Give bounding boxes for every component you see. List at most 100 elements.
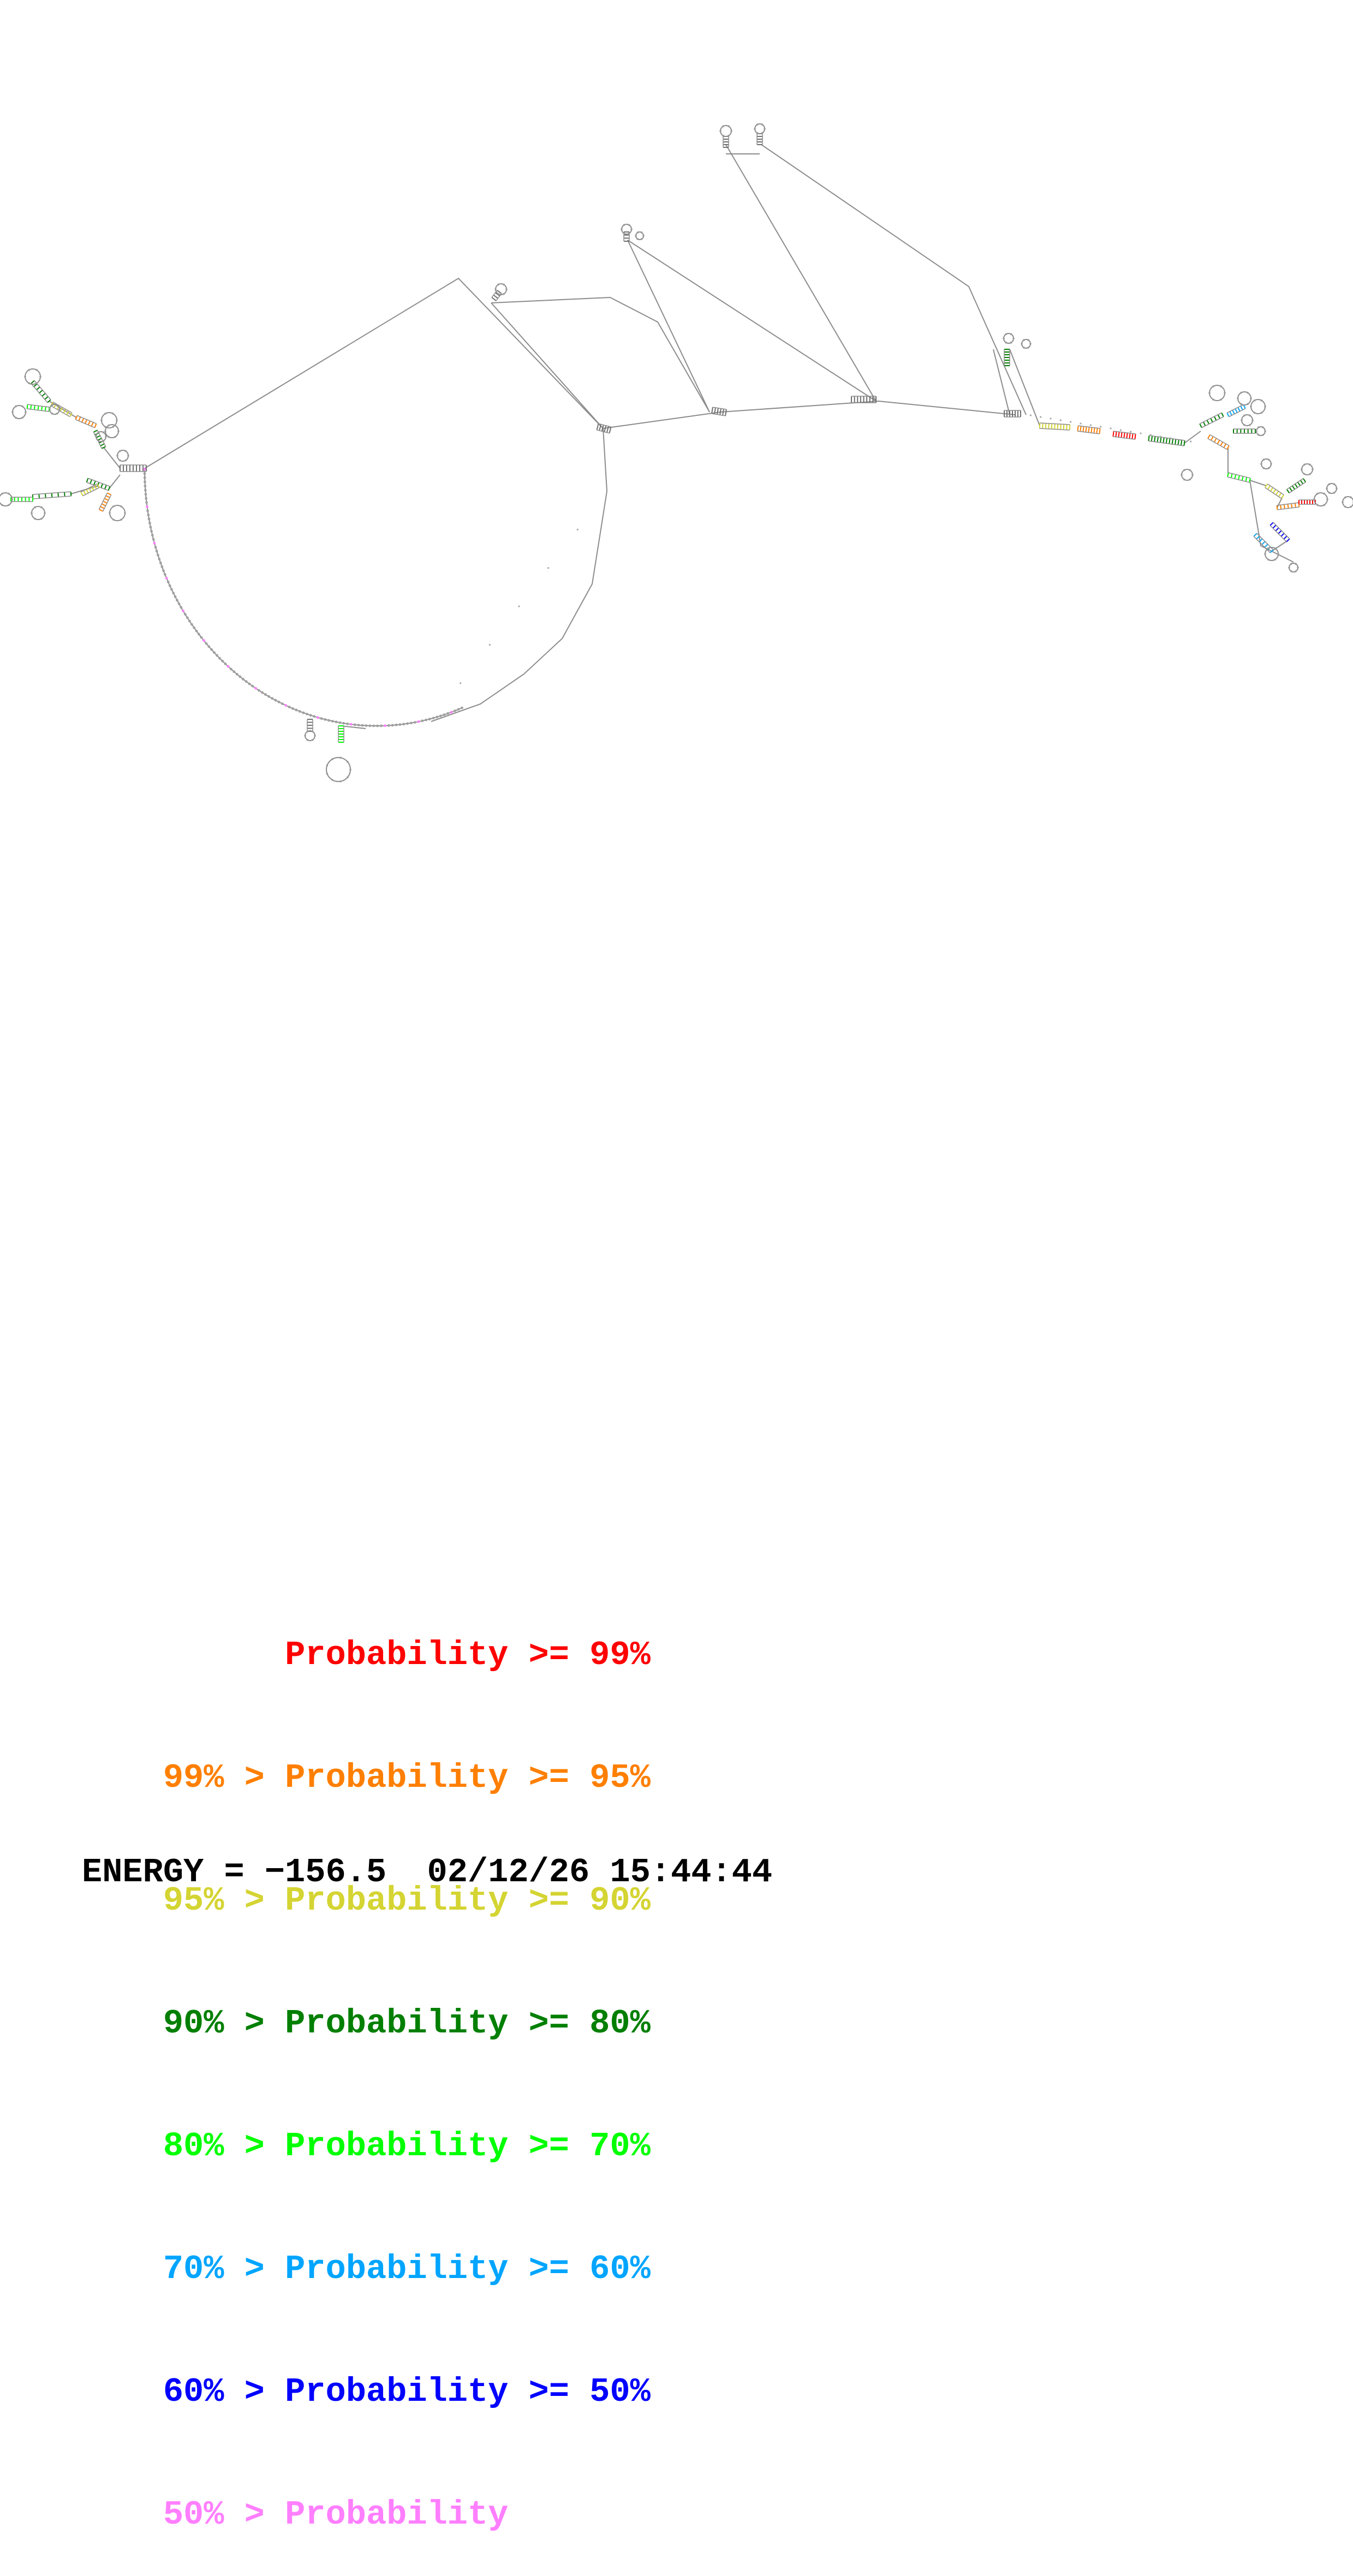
base-dot [1264,553,1266,555]
base-dot [361,724,364,727]
base-dot [218,657,221,660]
base-dot [410,721,413,725]
base-dot [216,654,218,657]
base-dot [383,724,386,728]
base-dot [202,639,205,642]
base-dot [566,390,568,392]
base-dot [1267,458,1270,461]
base-dot [1140,432,1142,434]
base-dot [267,695,270,698]
base-dot [116,419,118,421]
base-dot [387,724,390,727]
backbone-segment [1009,349,1040,426]
base-dot [1255,430,1257,432]
helix [307,719,313,732]
helix [10,497,33,502]
base-dot [25,411,27,413]
base-dot [1119,429,1122,431]
hairpin-loop [117,450,129,462]
base-dot [1181,474,1183,476]
helix [1253,533,1274,553]
legend-row: 80% > Probability >= 70% [82,2085,651,2166]
base-dot [304,735,306,737]
helix [1199,412,1224,428]
base-dot [1220,398,1222,401]
helix [851,396,877,403]
base-dot [284,704,288,707]
base-dot [239,675,242,678]
base-dot [144,488,147,492]
base-dot [1270,463,1272,465]
base-dot [147,514,150,516]
base-dot [112,413,114,415]
helix [1004,410,1021,418]
legend-label: Probability >= 99% [285,1636,651,1674]
base-dot [460,682,462,684]
base-dot [1212,398,1214,401]
base-dot [124,459,127,462]
helix [1207,434,1230,450]
base-dot [245,680,248,683]
base-dot [205,642,208,645]
base-dot [1023,347,1025,349]
base-dot [1262,426,1264,428]
base-dot [1183,469,1185,472]
base-dot [518,605,520,607]
base-dot [331,779,333,781]
base-dot [144,493,147,496]
base-dot [1336,487,1338,490]
base-dot [1189,478,1191,481]
rna-backbone [49,144,1294,729]
base-dot [1189,469,1191,472]
base-dot [1274,558,1276,561]
backbone-segment [431,428,608,722]
base-dot [39,375,41,378]
base-dot [365,724,368,727]
base-dot [1267,558,1269,561]
base-dot [1326,487,1328,490]
base-dot [640,238,643,240]
base-dot [630,228,633,230]
hairpin-loop [105,424,119,438]
legend-label: Probability >= 60% [285,2250,651,2288]
base-dot [313,715,316,718]
base-dot [151,534,154,537]
legend-row: 90% > Probability >= 80% [82,1962,651,2043]
hairpin-loop [1301,463,1313,475]
base-dot [1249,424,1251,426]
base-dot [1260,463,1262,465]
base-dot [97,431,100,434]
base-dot [1253,399,1256,402]
base-dot [326,772,329,775]
legend-prefix: 99% > [163,1758,285,1797]
base-dot [324,718,327,721]
base-dot [1,492,3,495]
hairpin-loop [1209,385,1225,401]
hairpin-loop [1003,333,1014,344]
base-dot [56,404,58,407]
backbone-segment [1249,480,1294,563]
base-dot [124,450,127,452]
base-dot [145,501,148,504]
base-dot [1267,547,1269,550]
base-dot [1250,406,1252,408]
hairpin-loop [720,125,732,137]
rna-helices [10,133,1316,743]
base-dot [443,713,446,716]
base-dot [102,439,105,442]
base-dot [155,550,158,553]
helix [86,478,111,491]
hairpin-loop [109,505,126,521]
helix [98,492,112,512]
base-dot [213,651,216,654]
base-dot [148,522,151,524]
backbone-segment [603,400,1016,429]
base-dot [114,424,116,427]
base-dot [227,665,230,668]
hairpin-loop [1314,492,1328,506]
base-dot [95,436,97,438]
base-dot [352,341,354,343]
base-dot [1070,421,1072,423]
base-dot [143,476,146,479]
legend-row: Probability >= 99% [82,1594,651,1674]
